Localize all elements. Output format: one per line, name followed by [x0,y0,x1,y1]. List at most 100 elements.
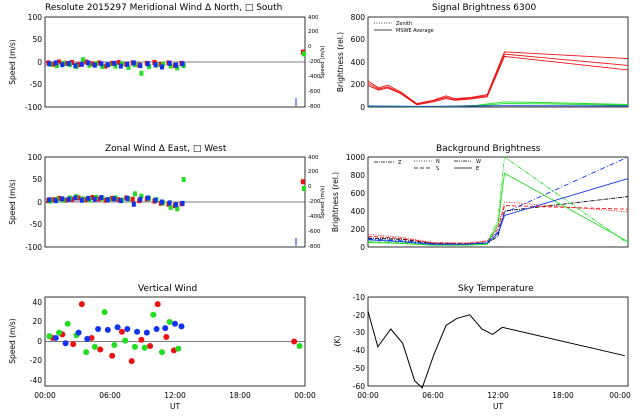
zonal-point-red [116,197,121,203]
zonal-point-red [57,195,62,201]
zonal-point-blue [86,195,91,201]
meridional-point-blue [99,61,104,67]
meridional-point-green [80,57,85,63]
vertical-point-green [101,309,108,316]
meridional-point-blue [174,62,179,68]
zonal-point-red [300,179,305,185]
vertical-point-green [56,329,63,336]
sky-plot-area [367,296,629,387]
background-line-E2 [367,156,629,245]
legend-label-z: Z [398,160,402,166]
vertical-point-green [131,343,138,350]
zonal-point-blue [167,200,172,206]
legend-label-average: MSWE Average [396,28,434,34]
vertical-point-blue [124,326,131,333]
meridional-point-green [161,61,166,67]
vertical-ytick: 40 [32,298,42,307]
meridional-point-red [158,61,163,67]
zonal-point-green [168,204,173,210]
meridional-point-red [84,59,89,65]
meridional-point-red [90,61,95,67]
signal-legend: Zenith MSWE Average [374,21,434,34]
meridional-point-blue [105,62,110,68]
zonal-point-red [103,197,108,203]
meridional-point-green [168,63,173,69]
vertical-point-red [109,352,116,359]
meridional-ytick: 50 [32,35,42,44]
meridional-point-green [126,64,131,70]
vertical-xtick: 00:00 [294,391,316,400]
vertical-ylabel: Speed (m/s) [8,318,17,364]
vertical-panel: Vertical Wind 40 20 0 -20 -40 Speed (m/s… [8,284,316,411]
zonal-point-blue [60,196,65,202]
zonal-point-blue [131,201,136,207]
zonal-point-red [51,197,56,203]
signal-title: Signal Brightness 6300 [432,3,536,13]
vertical-point-green [141,344,148,351]
background-ytick: 800 [351,171,366,180]
vertical-title: Vertical Wind [138,284,197,294]
zonal-ytick: 50 [32,175,42,184]
zonal-ytick: 100 [28,153,43,162]
zonal-point-blue [125,195,130,201]
zonal-rtick: 200 [308,169,319,175]
zonal-point-blue [73,195,78,201]
signal-line-red3 [367,55,629,106]
signal-ytick: 400 [351,58,366,67]
zonal-rtick: -400 [308,214,321,220]
meridional-ytick: -50 [30,80,42,89]
meridional-rtick: -200 [308,59,321,65]
vertical-ytick: 0 [37,337,42,346]
meridional-point-blue [112,60,117,66]
vertical-point-blue [104,326,111,333]
zonal-ytick: -50 [30,220,42,229]
meridional-point-blue [66,60,71,66]
zonal-point-blue [174,202,179,208]
background-ytick: 0 [360,243,365,252]
zonal-point-red [130,196,135,202]
legend-label-s: S [436,166,439,172]
sky-line-sky_temp [367,311,625,389]
meridional-rtick: 400 [308,15,319,21]
vertical-point-green [150,311,157,318]
zonal-point-blue [112,196,117,202]
zonal-point-red [70,196,75,202]
signal-ytick: 600 [351,35,366,44]
meridional-point-red [51,61,56,67]
zonal-point-blue [118,198,123,204]
background-ytick: 600 [351,189,366,198]
vertical-point-green [166,318,173,325]
vertical-ytick: -40 [30,376,42,385]
meridional-point-red [70,59,75,65]
meridional-point-blue [167,60,172,66]
vertical-point-red [78,301,85,308]
zonal-rtick: -600 [308,229,321,235]
vertical-point-red [97,346,104,353]
vertical-point-red [291,338,298,345]
zonal-point-blue [47,197,52,203]
sky-xtick: 18:00 [552,391,574,400]
sky-ytick: -60 [353,382,365,391]
zonal-ylabel: Speed (m/s) [8,179,17,225]
vertical-point-blue [178,323,185,330]
vertical-point-green [64,320,71,327]
vertical-point-blue [52,334,59,341]
meridional-point-red [63,60,68,66]
meridional-point-red [103,63,108,69]
sky-ytick: -20 [353,311,365,320]
meridional-point-blue [180,61,185,67]
zonal-point-red [84,197,89,203]
sky-ytick: -50 [353,364,365,373]
meridional-ytick: -100 [25,103,42,112]
meridional-point-blue [118,63,123,69]
vertical-point-blue [143,329,150,336]
vertical-point-blue [114,324,121,331]
zonal-panel: Zonal Wind Δ East, □ West 100 50 0 -50 -… [8,144,326,252]
zonal-point-red [63,197,68,203]
meridional-point-blue [92,62,97,68]
meridional-point-green [301,51,306,57]
sky-xtick: 00:00 [357,391,379,400]
vertical-point-blue [95,326,102,333]
meridional-point-blue [47,61,52,67]
